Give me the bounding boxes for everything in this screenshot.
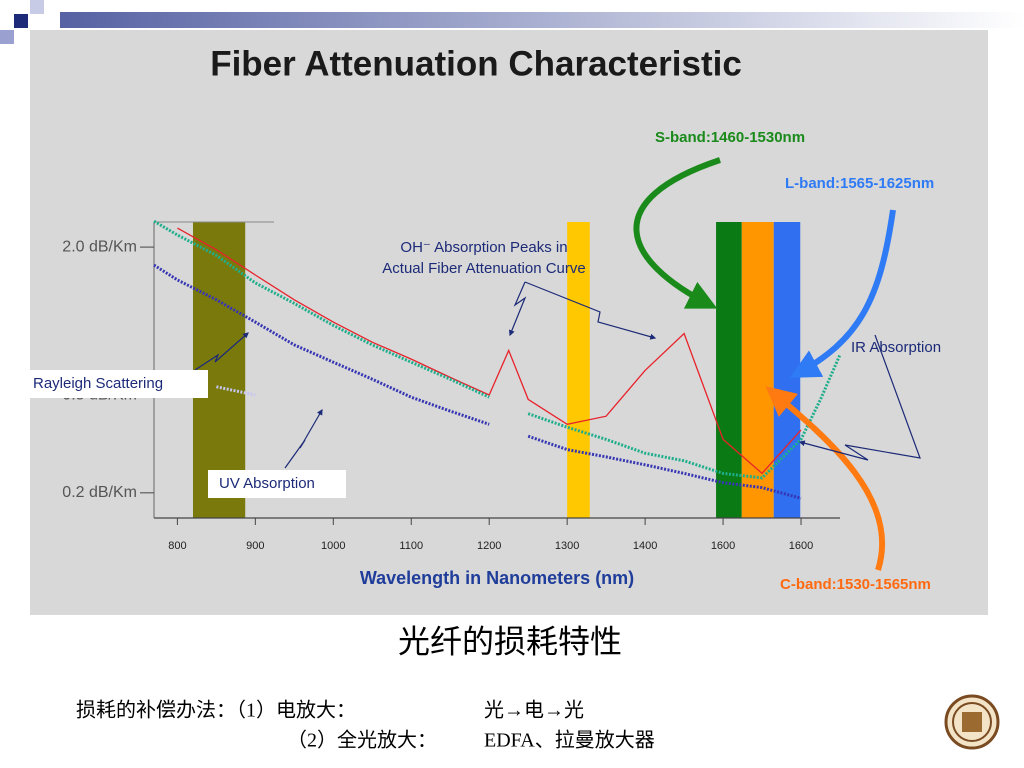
label-box bbox=[208, 470, 346, 498]
deco-square bbox=[30, 0, 44, 14]
text-line: （2）全光放大： bbox=[287, 729, 437, 752]
annotation: UV Absorption bbox=[219, 475, 315, 492]
l-band-arrow bbox=[789, 209, 896, 378]
series-line bbox=[153, 219, 842, 480]
rayleigh-arrow bbox=[194, 332, 249, 371]
caption: 光纤的损耗特性 bbox=[398, 623, 622, 659]
band bbox=[567, 222, 590, 518]
x-tick-label: 800 bbox=[168, 540, 186, 552]
band bbox=[716, 222, 742, 518]
annotation: L-band:1565-1625nm bbox=[785, 175, 934, 192]
s-band-arrow bbox=[633, 157, 721, 309]
oh-arrow bbox=[524, 281, 657, 340]
label-box bbox=[30, 370, 208, 398]
oh-arrow bbox=[509, 281, 527, 337]
x-tick-label: 1600 bbox=[711, 540, 735, 552]
x-axis-label: Wavelength in Nanometers (nm) bbox=[360, 568, 634, 588]
x-tick-label: 1400 bbox=[633, 540, 657, 552]
text-line: 光→电→光 bbox=[484, 699, 584, 722]
logo bbox=[944, 694, 1000, 750]
annotation: OH⁻ Absorption Peaks in bbox=[400, 239, 567, 256]
x-tick-label: 1600 bbox=[789, 540, 813, 552]
annotation: S-band:1460-1530nm bbox=[655, 129, 805, 146]
annotation: Actual Fiber Attenuation Curve bbox=[382, 260, 585, 277]
text-line: EDFA、拉曼放大器 bbox=[484, 729, 655, 752]
x-tick-label: 900 bbox=[246, 540, 264, 552]
annotation: IR Absorption bbox=[851, 339, 941, 356]
x-tick-label: 1200 bbox=[477, 540, 501, 552]
deco-bar bbox=[60, 12, 1024, 28]
annotation: C-band:1530-1565nm bbox=[780, 576, 931, 593]
y-tick-label: 0.2 dB/Km bbox=[62, 484, 137, 501]
annotation: Rayleigh Scattering bbox=[33, 375, 163, 392]
chart-title: Fiber Attenuation Characteristic bbox=[210, 44, 742, 83]
uv-arrow bbox=[284, 408, 323, 469]
text-line: 损耗的补偿办法：（1）电放大： bbox=[76, 699, 356, 722]
y-tick-label: 2.0 dB/Km bbox=[62, 238, 137, 255]
ir-arrow bbox=[844, 334, 921, 459]
x-tick-label: 1300 bbox=[555, 540, 579, 552]
band bbox=[741, 222, 774, 518]
ir-arrow bbox=[798, 440, 869, 461]
x-tick-label: 1100 bbox=[399, 540, 423, 552]
x-tick-label: 1000 bbox=[321, 540, 345, 552]
deco-square bbox=[14, 14, 28, 28]
plot: 800 900 1000 1100 1200 1300 1400 1600 1600 2.0 dB… bbox=[62, 219, 842, 552]
band bbox=[773, 222, 801, 518]
c-band-arrow bbox=[765, 386, 886, 571]
deco-square bbox=[0, 30, 14, 44]
annotations: OH⁻ Absorption Peaks in Actual Fiber Att… bbox=[30, 129, 941, 593]
chart-background bbox=[30, 30, 988, 615]
